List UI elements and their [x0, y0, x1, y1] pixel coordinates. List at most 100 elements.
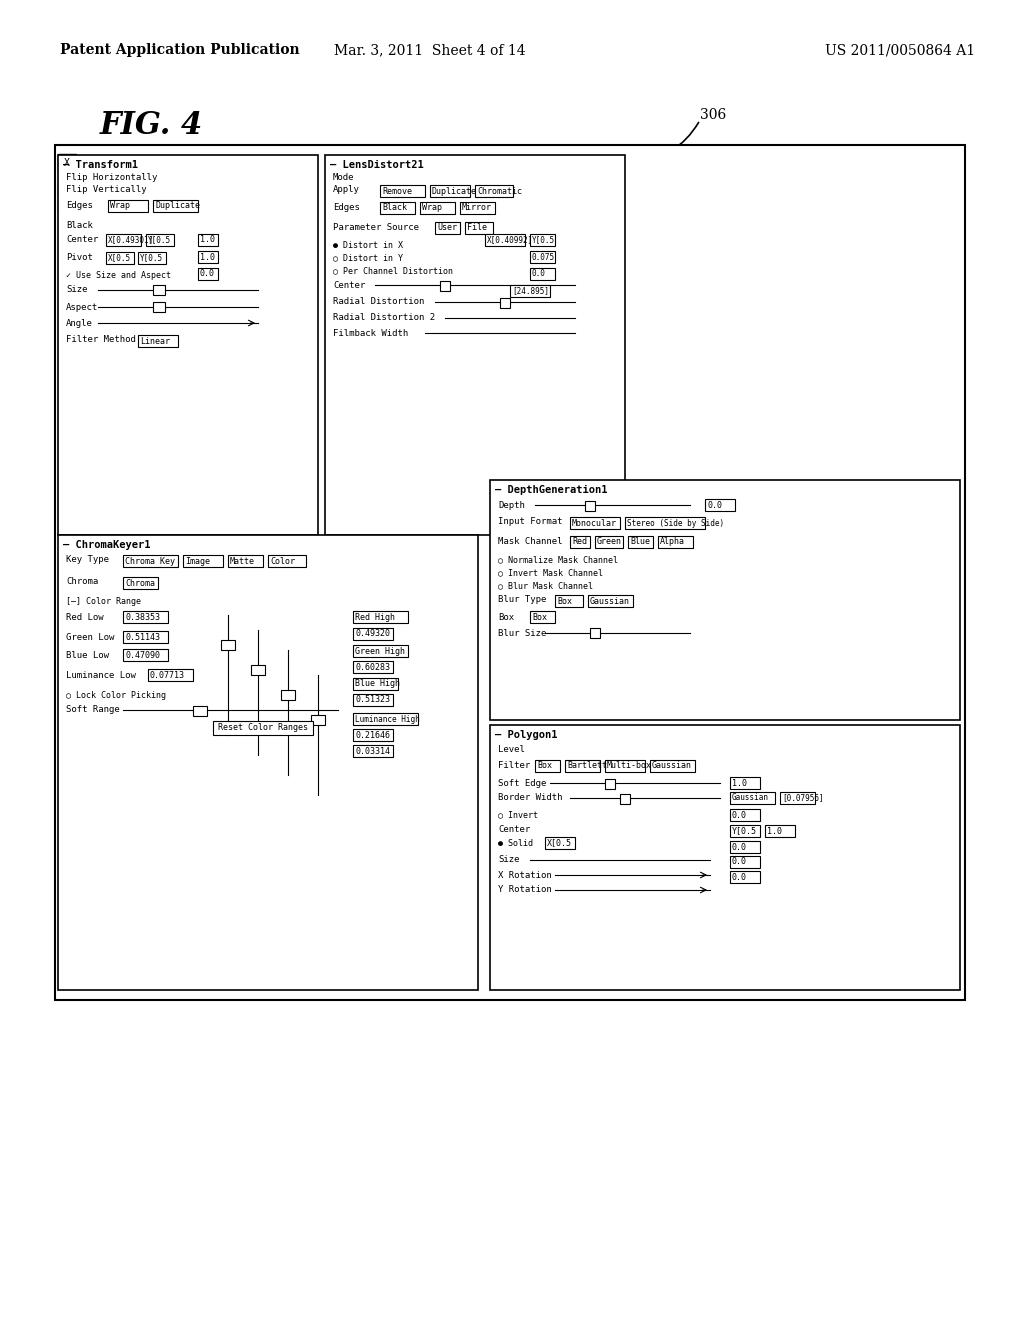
- Text: X: X: [65, 158, 70, 168]
- Text: 0.07713: 0.07713: [150, 671, 185, 680]
- Bar: [465, 222, 493, 234]
- Text: Wrap: Wrap: [110, 202, 130, 210]
- Text: ○ Distort in Y: ○ Distort in Y: [333, 253, 403, 263]
- Text: Patent Application Publication: Patent Application Publication: [60, 44, 300, 57]
- Text: US 2011/0050864 A1: US 2011/0050864 A1: [825, 44, 975, 57]
- Text: Radial Distortion 2: Radial Distortion 2: [333, 314, 435, 322]
- Bar: [106, 234, 141, 246]
- Bar: [153, 285, 165, 294]
- Bar: [430, 185, 470, 197]
- Text: Center: Center: [498, 825, 530, 834]
- Text: Y[0.5: Y[0.5: [732, 826, 757, 836]
- Text: Box: Box: [498, 612, 514, 622]
- Bar: [765, 825, 795, 837]
- Text: Center: Center: [66, 235, 98, 244]
- Text: 1.0: 1.0: [767, 826, 782, 836]
- Bar: [730, 777, 760, 789]
- Text: Center: Center: [333, 281, 366, 289]
- Text: Alpha: Alpha: [660, 537, 685, 546]
- Text: Apply: Apply: [333, 186, 359, 194]
- Bar: [605, 779, 615, 789]
- Bar: [198, 234, 218, 246]
- Text: X[0.49301]: X[0.49301]: [108, 235, 155, 244]
- Bar: [730, 841, 760, 853]
- Text: Level: Level: [498, 746, 525, 755]
- Text: Red: Red: [572, 537, 587, 546]
- Bar: [123, 631, 168, 643]
- Text: Pivot: Pivot: [66, 253, 93, 263]
- Text: Chromatic: Chromatic: [477, 186, 522, 195]
- Text: Multi-box: Multi-box: [607, 762, 652, 771]
- Bar: [570, 536, 590, 548]
- Bar: [590, 628, 600, 638]
- Text: — ChromaKeyer1: — ChromaKeyer1: [63, 540, 151, 550]
- Bar: [565, 760, 600, 772]
- Text: — Transform1: — Transform1: [63, 160, 138, 170]
- Bar: [148, 669, 193, 681]
- Bar: [123, 554, 178, 568]
- Text: Luminance High: Luminance High: [355, 714, 420, 723]
- Text: Size: Size: [498, 855, 519, 865]
- Text: Blue Low: Blue Low: [66, 651, 109, 660]
- Text: Monocular: Monocular: [572, 519, 617, 528]
- Text: Filter Method: Filter Method: [66, 335, 136, 345]
- Bar: [281, 690, 295, 700]
- Bar: [570, 517, 620, 529]
- Text: Key Type: Key Type: [66, 556, 109, 565]
- Bar: [353, 645, 408, 657]
- Bar: [353, 661, 393, 673]
- Text: ○ Invert Mask Channel: ○ Invert Mask Channel: [498, 569, 603, 578]
- Text: 1.0: 1.0: [200, 252, 215, 261]
- Bar: [588, 595, 633, 607]
- Bar: [620, 795, 630, 804]
- Bar: [490, 725, 961, 990]
- FancyArrowPatch shape: [635, 123, 698, 160]
- Text: Depth: Depth: [498, 500, 525, 510]
- Text: 1.0: 1.0: [732, 779, 746, 788]
- Bar: [490, 480, 961, 719]
- Text: Blur Type: Blur Type: [498, 595, 547, 605]
- Bar: [123, 649, 168, 661]
- Bar: [595, 536, 623, 548]
- Text: X[0.40992]: X[0.40992]: [487, 235, 534, 244]
- Bar: [585, 502, 595, 511]
- Bar: [123, 611, 168, 623]
- Text: Stereo (Side by Side): Stereo (Side by Side): [627, 519, 724, 528]
- Bar: [530, 234, 555, 246]
- Bar: [138, 335, 178, 347]
- Text: Matte: Matte: [230, 557, 255, 565]
- Text: ● Solid: ● Solid: [498, 838, 534, 847]
- Text: Mirror: Mirror: [462, 203, 492, 213]
- Bar: [58, 154, 318, 535]
- Text: ○ Blur Mask Channel: ○ Blur Mask Channel: [498, 582, 593, 590]
- Text: Box: Box: [537, 762, 552, 771]
- Bar: [183, 554, 223, 568]
- Text: Aspect: Aspect: [66, 302, 98, 312]
- Text: 0.0: 0.0: [732, 842, 746, 851]
- Text: Soft Range: Soft Range: [66, 705, 120, 714]
- Bar: [353, 729, 393, 741]
- Bar: [435, 222, 460, 234]
- Text: 0.0: 0.0: [732, 858, 746, 866]
- Text: Soft Edge: Soft Edge: [498, 779, 547, 788]
- Bar: [251, 665, 265, 675]
- Bar: [605, 760, 645, 772]
- Bar: [380, 185, 425, 197]
- Bar: [705, 499, 735, 511]
- Bar: [460, 202, 495, 214]
- Bar: [353, 678, 398, 690]
- Bar: [475, 185, 513, 197]
- Bar: [353, 744, 393, 756]
- Text: X[0.5: X[0.5: [547, 838, 572, 847]
- Text: Edges: Edges: [66, 201, 93, 210]
- Text: Green: Green: [597, 537, 622, 546]
- Text: [—] Color Range: [—] Color Range: [66, 598, 141, 606]
- Text: Flip Horizontally: Flip Horizontally: [66, 173, 158, 181]
- Bar: [730, 855, 760, 869]
- Text: 0.0: 0.0: [532, 269, 546, 279]
- Text: Blue: Blue: [630, 537, 650, 546]
- Text: Filter: Filter: [498, 760, 530, 770]
- Bar: [58, 535, 478, 990]
- Text: Duplicate: Duplicate: [432, 186, 477, 195]
- Bar: [730, 792, 775, 804]
